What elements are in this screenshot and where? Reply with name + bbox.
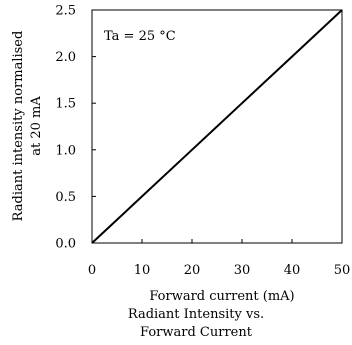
caption-line1: Radiant Intensity vs. [128, 307, 264, 322]
y-tick-label: 2.0 [55, 50, 76, 65]
caption-line2: Forward Current [140, 325, 253, 340]
y-axis-ticks: 0.0 0.5 1.0 1.5 2.0 2.5 [55, 4, 96, 252]
x-tick-label: 0 [88, 263, 96, 278]
x-axis-ticks: 0 10 20 30 40 50 [88, 239, 350, 278]
y-tick-label: 1.5 [55, 97, 76, 112]
y-tick-label: 2.5 [55, 4, 76, 19]
x-tick-label: 50 [334, 263, 351, 278]
x-tick-label: 30 [234, 263, 251, 278]
y-tick-label: 1.0 [55, 143, 76, 158]
series-line [91, 9, 343, 244]
y-axis-label-line2: at 20 mA [29, 96, 44, 156]
y-tick-label: 0.5 [55, 190, 76, 205]
x-tick-label: 40 [284, 263, 301, 278]
x-tick-label: 20 [184, 263, 201, 278]
y-axis-label-line1: Radiant intensity normalised [11, 31, 26, 222]
series-layer [91, 9, 343, 244]
x-axis-label: Forward current (mA) [149, 289, 294, 304]
y-tick-label: 0.0 [55, 237, 76, 252]
annotation-temperature: Ta = 25 °C [104, 29, 176, 44]
x-tick-label: 10 [134, 263, 151, 278]
